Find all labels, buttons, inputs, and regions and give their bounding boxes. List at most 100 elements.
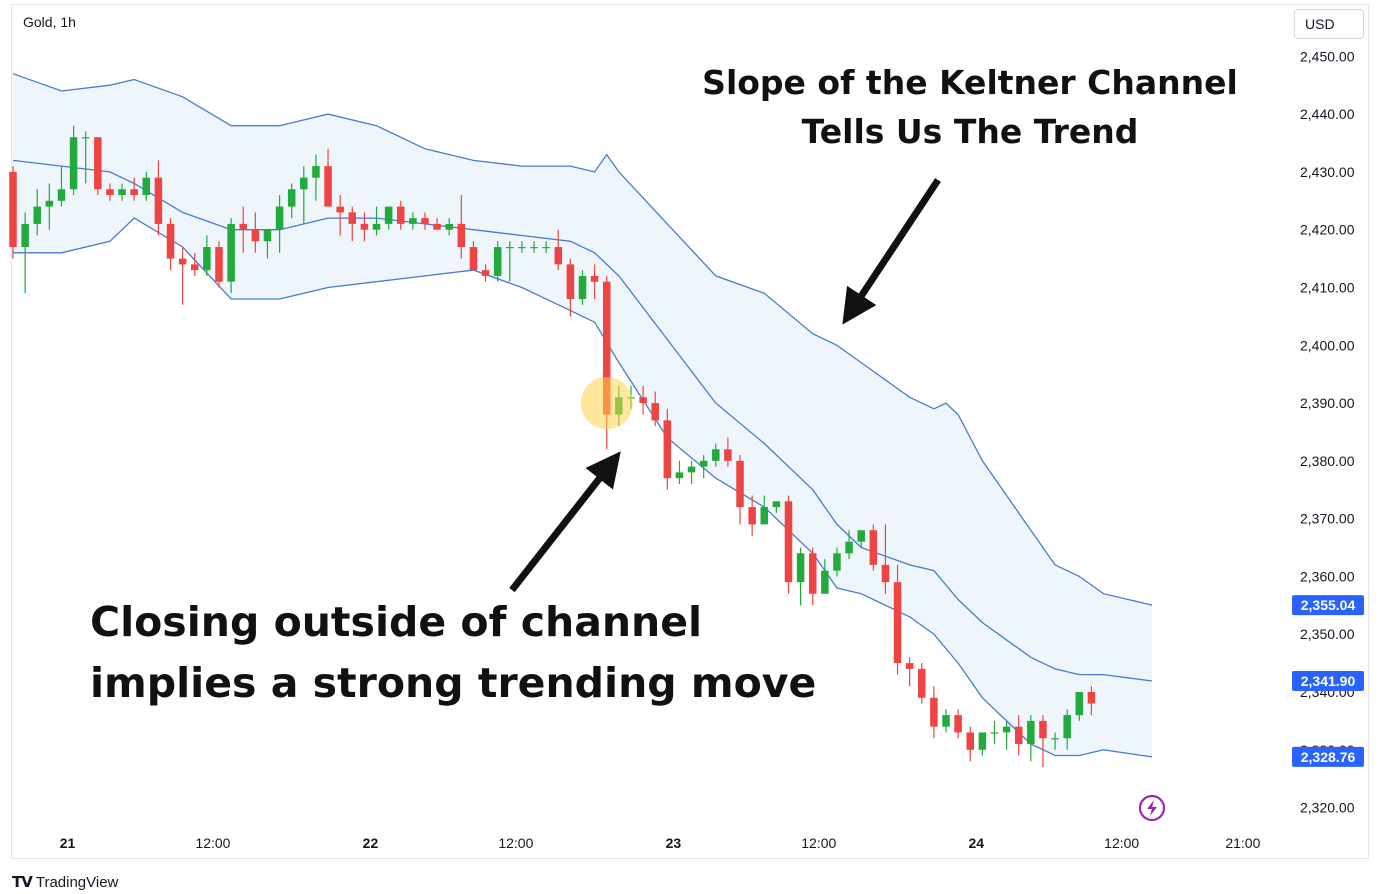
candle (142, 171, 151, 201)
candle-body (130, 189, 138, 196)
candle (324, 148, 332, 207)
candle (760, 495, 769, 525)
bottom-arrow (509, 451, 621, 593)
price-label-bg (1292, 671, 1364, 692)
currency-selector[interactable]: USD (1294, 9, 1364, 39)
price-label: 2,341.90 (1292, 671, 1364, 692)
annotation-top-line2: Tells Us The Trend (802, 112, 1139, 151)
candle-body (21, 223, 29, 248)
candle-body (578, 275, 587, 300)
candle-body (954, 715, 962, 733)
candle (518, 241, 526, 253)
candle (118, 183, 126, 201)
candle-body (1002, 726, 1011, 733)
y-tick-label: 2,390.00 (1300, 395, 1355, 411)
candle-body (784, 501, 793, 583)
annotation-top-line1: Slope of the Keltner Channel (702, 63, 1238, 102)
y-tick-label: 2,400.00 (1300, 337, 1355, 353)
candle (287, 183, 296, 219)
candle (687, 460, 696, 484)
candle-body (796, 553, 805, 583)
annotation-bottom-line2: implies a strong trending move (90, 659, 816, 707)
x-tick-label: 24 (969, 835, 985, 851)
candle-body (905, 663, 914, 669)
x-tick-label: 21 (60, 835, 76, 851)
candle-body (227, 223, 235, 282)
candle-body (687, 466, 696, 473)
footer-brand[interactable]: TV TradingView (12, 872, 118, 892)
candle-body (845, 541, 853, 554)
candle (409, 212, 417, 230)
candle (845, 530, 853, 560)
highlight-layer (580, 377, 633, 430)
candle (554, 229, 563, 271)
candle-body (760, 507, 769, 525)
candle (663, 408, 672, 490)
candle (639, 385, 647, 415)
candle-body (384, 206, 393, 224)
candle (300, 166, 308, 224)
candle (166, 218, 175, 271)
candle-body (542, 247, 550, 249)
candle-body (1051, 738, 1059, 740)
candle (942, 709, 950, 733)
candle (893, 564, 902, 675)
candle-body (869, 530, 878, 565)
x-tick-label: 22 (363, 835, 379, 851)
keltner-channel (12, 73, 1153, 758)
candle-body (724, 449, 732, 461)
candle (69, 125, 78, 196)
candle (57, 166, 66, 207)
candle (433, 218, 441, 230)
candle-body (808, 553, 817, 594)
x-tick-label: 12:00 (498, 835, 533, 851)
candle-body (1027, 720, 1035, 744)
price-label-text: 2,341.90 (1301, 673, 1356, 689)
candle (372, 206, 381, 236)
candle-body (590, 275, 599, 282)
candle (215, 241, 223, 288)
candle-body (239, 223, 247, 230)
candle (384, 206, 393, 230)
candle-body (409, 218, 417, 224)
candle (869, 524, 878, 571)
candle-body (639, 397, 647, 404)
candle (821, 559, 829, 594)
candle (396, 200, 405, 230)
candles (9, 125, 1096, 768)
candle-body (178, 258, 187, 265)
chart-frame (11, 4, 1369, 859)
y-tick-label: 2,410.00 (1300, 279, 1355, 295)
candle (1087, 686, 1096, 716)
time-axis[interactable]: 21 12:00 22 12:00 23 12:00 24 12:00 21:00 (60, 835, 1261, 851)
candle-body (772, 501, 781, 508)
alert-icon[interactable] (1138, 794, 1166, 822)
price-axis[interactable]: 2,450.00 2,440.00 2,430.00 2,420.00 2,410.00… (1300, 48, 1355, 815)
candle (178, 247, 187, 305)
candle (918, 663, 926, 704)
candle-body (530, 247, 538, 249)
candle (106, 183, 114, 201)
candle (1063, 709, 1071, 750)
candle-body (190, 264, 199, 271)
candle-body (966, 732, 975, 750)
candle-body (566, 264, 575, 300)
annotation-bottom-line1: Closing outside of channel (90, 598, 702, 646)
candle-body (45, 200, 54, 207)
candle-body (893, 582, 902, 664)
candle (930, 686, 938, 739)
candle-body (275, 206, 284, 230)
candle (1014, 715, 1023, 756)
candle-body (712, 449, 720, 461)
candle-body (675, 472, 684, 479)
candle (251, 212, 260, 253)
candle-body (106, 189, 114, 196)
candle (724, 437, 732, 467)
candle-body (1063, 715, 1071, 739)
candle (784, 495, 793, 594)
candle (9, 166, 17, 259)
candle-body (1014, 726, 1023, 744)
candle (857, 530, 865, 548)
candle (130, 177, 138, 201)
